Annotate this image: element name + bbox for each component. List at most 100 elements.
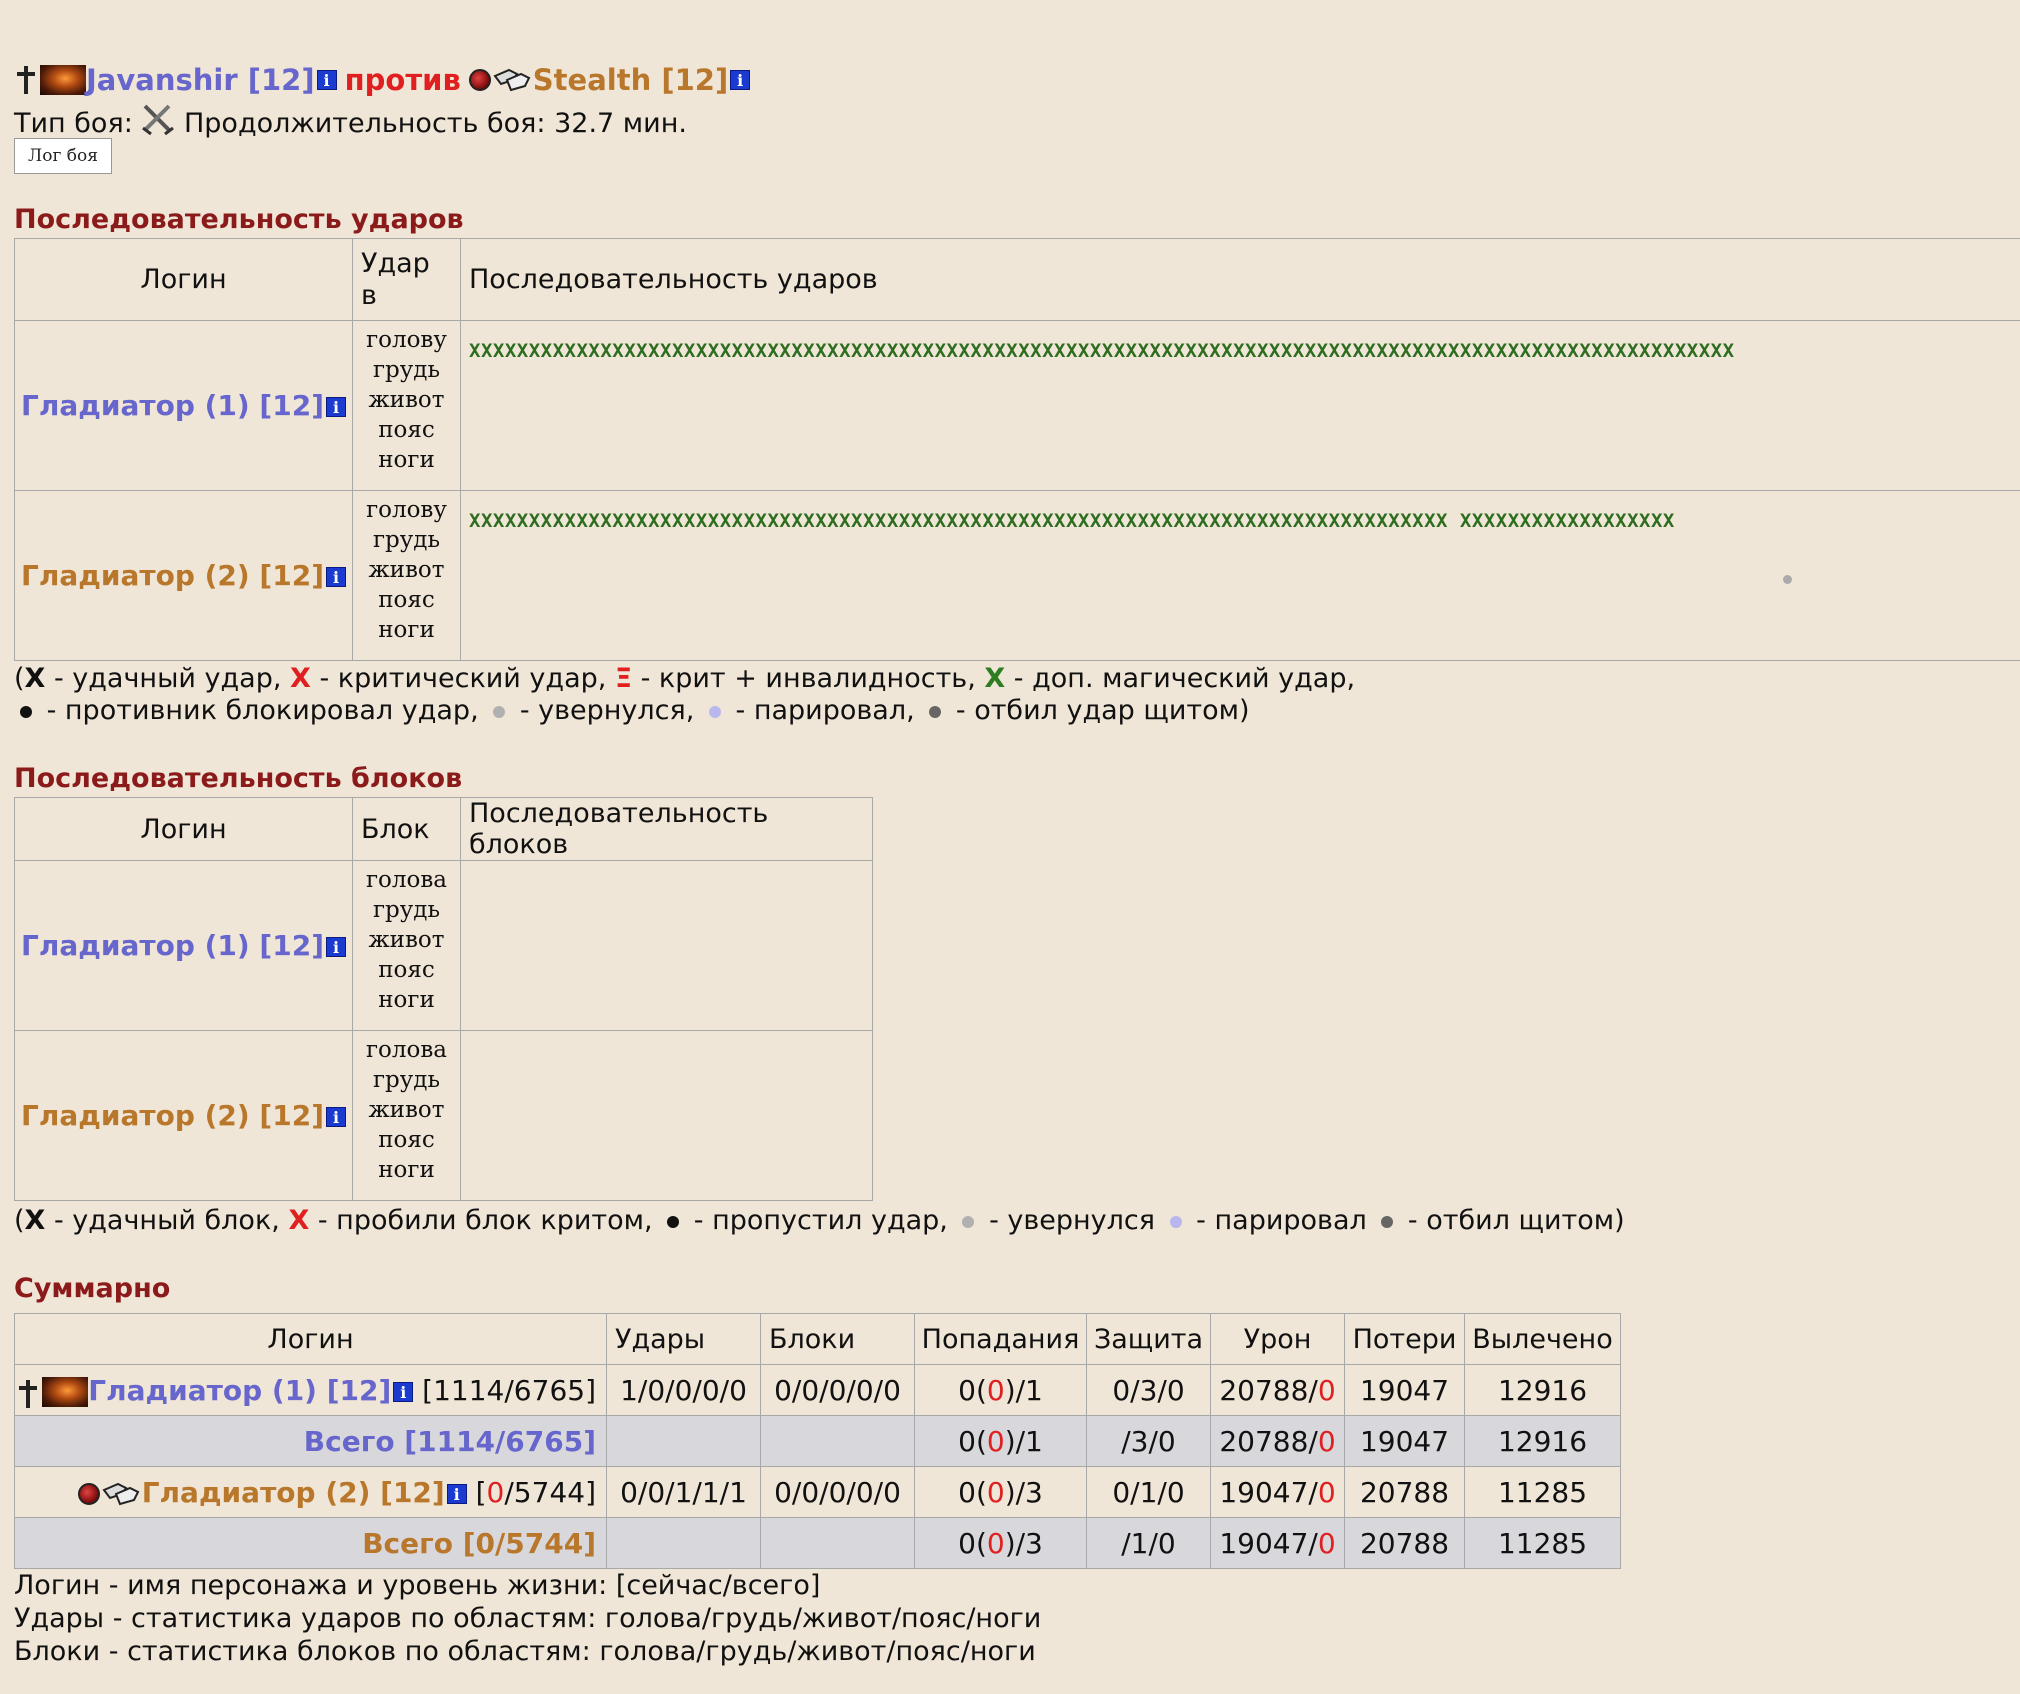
losses-value: 20788 bbox=[1344, 1517, 1465, 1569]
shield-block-dot bbox=[929, 705, 942, 718]
healed-value: 12916 bbox=[1464, 1364, 1621, 1416]
column-header-login: Логин bbox=[14, 797, 353, 861]
hp-total: /6765] bbox=[504, 1373, 596, 1407]
swords-icon bbox=[141, 102, 175, 136]
area-chest: грудь bbox=[373, 527, 440, 553]
hits-value: 0/0/1/1/1 bbox=[606, 1466, 761, 1518]
summary-total-label: Всего [0/5744] bbox=[14, 1517, 607, 1569]
fire-avatar-icon bbox=[42, 1376, 89, 1407]
column-header-hits-landed: Попадания bbox=[914, 1313, 1087, 1365]
table-row: Гладиатор (1) [12] i [1114/6765] 1/0/0/0/… bbox=[14, 1364, 1621, 1416]
blocks-table: Логин Блок Последовательность блоков Гла… bbox=[14, 797, 873, 1201]
area-head: голова bbox=[365, 867, 448, 893]
gladiator2-login-cell: Гладиатор (2) [12] i bbox=[14, 490, 353, 661]
area-legs: ноги bbox=[378, 987, 435, 1013]
info-icon[interactable]: i bbox=[316, 70, 337, 90]
player1-name-link[interactable]: Javanshir [12] bbox=[86, 63, 315, 97]
legend-text: - увернулся, bbox=[511, 695, 703, 726]
area-head: голова bbox=[365, 1037, 448, 1063]
legend-text: - пробили блок критом, bbox=[309, 1205, 662, 1236]
defense-value: /3/0 bbox=[1086, 1415, 1211, 1467]
damage-value: 19047/0 bbox=[1210, 1517, 1345, 1569]
blocked-dot bbox=[20, 705, 32, 718]
info-icon[interactable]: i bbox=[393, 1381, 414, 1402]
cross-icon bbox=[16, 1378, 40, 1408]
hits-value bbox=[606, 1415, 761, 1467]
gladiator2-link[interactable]: Гладиатор (2) [12] bbox=[20, 559, 324, 592]
summary-login-cell: Гладиатор (2) [12] i [0/5744] bbox=[14, 1466, 607, 1518]
info-icon[interactable]: i bbox=[730, 70, 751, 90]
hits-value bbox=[606, 1517, 761, 1569]
blocks-value bbox=[760, 1415, 915, 1467]
hit-areas: голову грудь живот пояс ноги bbox=[352, 320, 461, 491]
block-areas: голова грудь живот пояс ноги bbox=[352, 860, 461, 1031]
gladiator1-link[interactable]: Гладиатор (1) [12] bbox=[88, 1373, 392, 1407]
info-icon[interactable]: i bbox=[326, 397, 346, 417]
area-chest: грудь bbox=[373, 357, 440, 383]
hp-now: 0 bbox=[486, 1475, 505, 1509]
gladiator2-login-cell: Гладиатор (2) [12] i bbox=[14, 1030, 353, 1201]
gladiator2-link[interactable]: Гладиатор (2) [12] bbox=[20, 1099, 324, 1132]
table-row: Гладиатор (2) [12] i голова грудь живот п… bbox=[14, 1030, 873, 1201]
area-head: голову bbox=[366, 497, 447, 523]
note-line: Логин - имя персонажа и уровень жизни: [… bbox=[14, 1570, 821, 1601]
block-sequence-cell bbox=[460, 860, 873, 1031]
fight-log-button[interactable]: Лог боя bbox=[14, 138, 112, 174]
block-areas: голова грудь живот пояс ноги bbox=[352, 1030, 461, 1201]
legend-text: - доп. магический удар, bbox=[1005, 663, 1356, 694]
blocks-section-title: Последовательность блоков bbox=[14, 763, 463, 794]
legend-text: - удачный блок, bbox=[45, 1205, 289, 1236]
column-header-login: Логин bbox=[14, 1313, 607, 1365]
block-sequence-cell bbox=[460, 1030, 873, 1201]
summary-notes: Логин - имя персонажа и уровень жизни: [… bbox=[14, 1569, 2014, 1668]
gladiator1-login-cell: Гладиатор (1) [12] i bbox=[14, 860, 353, 1031]
column-header-hits: Удары bbox=[606, 1313, 761, 1365]
table-row-total: Всего [1114/6765] 0(0)/1 /3/0 20788/0 19… bbox=[14, 1415, 1621, 1467]
legend-text: - увернулся bbox=[980, 1205, 1164, 1236]
summary-total-label: Всего [1114/6765] bbox=[14, 1415, 607, 1467]
column-header-hit-to: Удар в bbox=[352, 238, 461, 321]
legend-text: - противник блокировал удар, bbox=[38, 695, 488, 726]
legend-text: - парировал bbox=[1187, 1205, 1376, 1236]
shield-icon bbox=[468, 69, 491, 91]
info-icon[interactable]: i bbox=[326, 567, 346, 587]
table-row: Гладиатор (1) [12] i голова грудь живот п… bbox=[14, 860, 873, 1031]
player2-name-link[interactable]: Stealth [12] bbox=[532, 63, 729, 97]
column-header-login: Логин bbox=[14, 238, 353, 321]
fire-avatar-icon bbox=[40, 65, 86, 95]
info-icon[interactable]: i bbox=[446, 1483, 467, 1504]
hits-value: 1/0/0/0/0 bbox=[606, 1364, 761, 1416]
dodge-dot bbox=[1783, 575, 1792, 584]
info-icon[interactable]: i bbox=[326, 937, 346, 957]
legend-crit-mark: X bbox=[288, 1205, 310, 1236]
column-header-defense: Защита bbox=[1086, 1313, 1211, 1365]
area-chest: грудь bbox=[373, 897, 440, 923]
note-line: Блоки - статистика блоков по областям: г… bbox=[14, 1636, 1036, 1667]
hit-sequence-cell: XXXXXXXXXXXXXXXXXXXXXXXXXXXXXXXXXXXXXXXX… bbox=[460, 490, 2020, 661]
losses-value: 20788 bbox=[1344, 1466, 1465, 1518]
dodge-dot bbox=[962, 1215, 975, 1228]
losses-value: 19047 bbox=[1344, 1415, 1465, 1467]
area-belly: живот bbox=[368, 557, 445, 583]
area-belly: живот bbox=[368, 927, 445, 953]
healed-value: 11285 bbox=[1464, 1466, 1621, 1518]
area-belt: пояс bbox=[378, 1127, 435, 1153]
column-header-healed: Вылечено bbox=[1464, 1313, 1621, 1365]
parry-dot bbox=[708, 705, 721, 718]
hits-section-title: Последовательность ударов bbox=[14, 204, 464, 235]
defense-value: 0/3/0 bbox=[1086, 1364, 1211, 1416]
area-legs: ноги bbox=[378, 447, 435, 473]
table-row: Гладиатор (1) [12] i голову грудь живот п… bbox=[14, 320, 2020, 491]
legend-text: - крит + инвалидность, bbox=[632, 663, 985, 694]
shield-block-dot bbox=[1381, 1215, 1394, 1228]
cross-icon bbox=[14, 64, 38, 96]
legend-text: - удачный удар, bbox=[45, 663, 291, 694]
gladiator2-link[interactable]: Гладиатор (2) [12] bbox=[141, 1475, 445, 1509]
gladiator1-link[interactable]: Гладиатор (1) [12] bbox=[20, 389, 324, 422]
legend-text: - критический удар, bbox=[310, 663, 615, 694]
healed-value: 12916 bbox=[1464, 1415, 1621, 1467]
note-line: Удары - статистика ударов по областям: г… bbox=[14, 1603, 1042, 1634]
gladiator1-link[interactable]: Гладиатор (1) [12] bbox=[20, 929, 324, 962]
area-belt: пояс bbox=[378, 417, 435, 443]
info-icon[interactable]: i bbox=[326, 1107, 346, 1127]
